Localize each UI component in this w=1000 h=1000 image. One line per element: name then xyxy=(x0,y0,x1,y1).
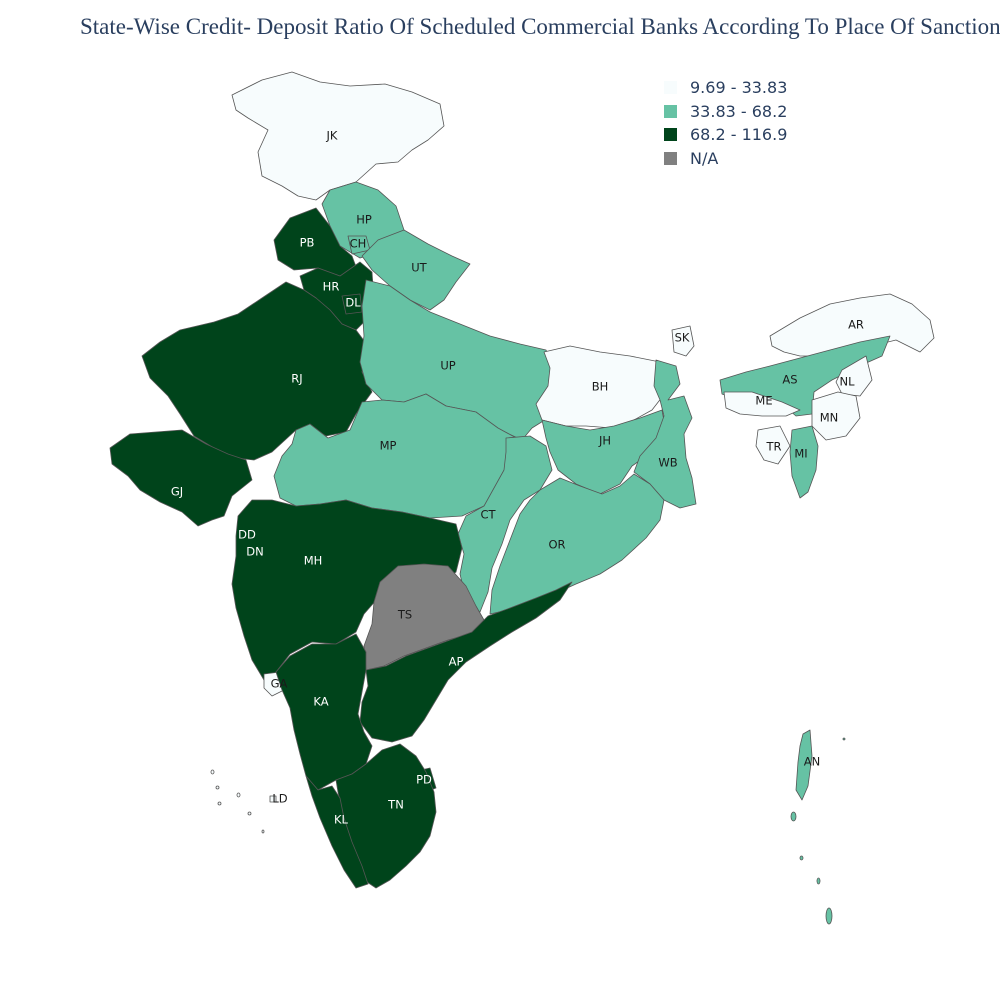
region-label-as: AS xyxy=(782,373,797,387)
region-ka[interactable] xyxy=(275,633,373,791)
region-label-mi: MI xyxy=(794,447,807,461)
legend-item-low[interactable]: 9.69 - 33.83 xyxy=(664,76,787,100)
region-kl[interactable] xyxy=(305,775,369,889)
region-ap[interactable] xyxy=(359,581,573,743)
region-an[interactable] xyxy=(795,729,813,801)
region-wb[interactable] xyxy=(633,359,697,509)
legend-item-mid[interactable]: 33.83 - 68.2 xyxy=(664,100,787,124)
region-label-ap: AP xyxy=(449,655,464,669)
region-label-mp: MP xyxy=(380,439,397,453)
region-label-nl: NL xyxy=(839,375,855,389)
legend-item-na[interactable]: N/A xyxy=(664,147,787,171)
region-label-kl: KL xyxy=(334,813,349,827)
island-fragment xyxy=(247,811,252,816)
region-label-ld: LD xyxy=(272,792,287,806)
region-ts[interactable] xyxy=(363,563,485,671)
region-label-me: ME xyxy=(755,394,772,408)
island-fragment xyxy=(217,801,222,806)
region-label-ar: AR xyxy=(848,318,864,332)
legend: 9.69 - 33.83 33.83 - 68.2 68.2 - 116.9 N… xyxy=(664,76,787,170)
region-label-up: UP xyxy=(440,359,455,373)
legend-label-na: N/A xyxy=(690,148,719,168)
region-label-ut: UT xyxy=(411,261,427,275)
region-label-ts: TS xyxy=(397,608,412,622)
region-label-wb: WB xyxy=(658,456,677,470)
region-gj[interactable] xyxy=(109,429,253,527)
region-label-sk: SK xyxy=(675,331,690,345)
region-label-gj: GJ xyxy=(171,485,183,499)
legend-swatch-na xyxy=(664,151,677,165)
region-label-dn: DN xyxy=(246,545,263,559)
map-title: State-Wise Credit- Deposit Ratio Of Sche… xyxy=(80,14,1000,39)
region-or[interactable] xyxy=(489,473,665,615)
legend-label-mid: 33.83 - 68.2 xyxy=(690,101,788,121)
region-mi[interactable] xyxy=(789,425,819,499)
legend-label-low: 9.69 - 33.83 xyxy=(690,78,788,98)
region-mn[interactable] xyxy=(811,391,861,441)
region-label-dl: DL xyxy=(345,296,361,310)
region-label-mn: MN xyxy=(820,411,839,425)
region-label-pb: PB xyxy=(300,236,315,250)
region-sk[interactable] xyxy=(671,325,695,357)
island-fragment xyxy=(842,737,846,741)
region-ut[interactable] xyxy=(361,229,471,311)
region-label-bh: BH xyxy=(592,380,609,394)
region-label-ch: CH xyxy=(350,237,367,251)
region-label-hp: HP xyxy=(356,213,372,227)
region-ld[interactable] xyxy=(269,795,277,803)
island-fragment xyxy=(825,907,833,925)
region-jk[interactable] xyxy=(231,71,445,201)
region-label-or: OR xyxy=(548,538,565,552)
legend-swatch-low xyxy=(664,81,677,95)
region-label-jh: JH xyxy=(598,434,611,448)
region-label-tr: TR xyxy=(765,440,781,454)
region-label-rj: RJ xyxy=(291,372,302,386)
legend-swatch-high xyxy=(664,128,677,142)
region-label-tn: TN xyxy=(387,798,404,812)
region-label-dd: DD xyxy=(238,528,256,542)
region-label-hr: HR xyxy=(323,280,340,294)
island-fragment xyxy=(210,769,215,775)
legend-swatch-mid xyxy=(664,104,677,118)
region-nl[interactable] xyxy=(835,355,873,397)
legend-item-high[interactable]: 68.2 - 116.9 xyxy=(664,123,787,147)
region-ct[interactable] xyxy=(457,435,553,613)
region-label-mh: MH xyxy=(304,554,323,568)
region-ar[interactable] xyxy=(769,293,935,357)
region-label-jk: JK xyxy=(326,129,338,143)
legend-label-high: 68.2 - 116.9 xyxy=(690,125,788,145)
island-fragment xyxy=(799,855,804,861)
region-rj[interactable] xyxy=(141,281,373,461)
island-fragment xyxy=(215,785,220,790)
region-label-ga: GA xyxy=(271,677,288,691)
island-fragment xyxy=(816,877,821,885)
region-label-ka: KA xyxy=(313,695,328,709)
region-label-an: AN xyxy=(804,755,820,769)
region-label-ct: CT xyxy=(480,508,496,522)
region-label-pd: PD xyxy=(416,773,432,787)
region-tr[interactable] xyxy=(755,425,791,465)
region-me[interactable] xyxy=(723,391,801,417)
island-fragment xyxy=(261,829,265,834)
island-fragment xyxy=(236,792,241,798)
island-fragment xyxy=(790,811,797,822)
